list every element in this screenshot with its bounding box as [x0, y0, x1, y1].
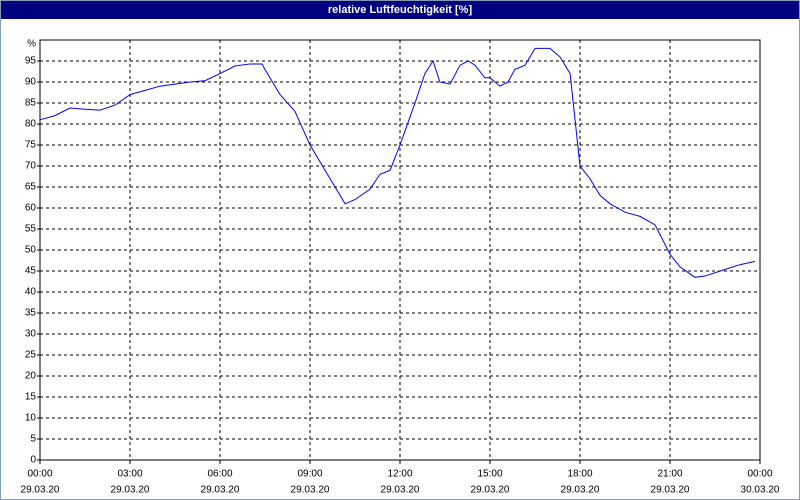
x-tick-label: 18:00 — [567, 469, 592, 480]
y-tick-label: 65 — [25, 182, 37, 193]
y-tick-label: 40 — [25, 287, 37, 298]
y-tick-label: 25 — [25, 350, 37, 361]
y-tick-label: 95 — [25, 56, 37, 67]
x-tick-date: 29.03.20 — [291, 485, 330, 496]
x-tick-label: 09:00 — [297, 469, 322, 480]
x-tick-label: 03:00 — [117, 469, 142, 480]
x-tick-label: 12:00 — [387, 469, 412, 480]
x-tick-date: 29.03.20 — [381, 485, 420, 496]
y-tick-label: 70 — [25, 161, 37, 172]
x-tick-label: 06:00 — [207, 469, 232, 480]
y-tick-label: 30 — [25, 329, 37, 340]
x-tick-date: 29.03.20 — [21, 485, 60, 496]
data-line — [39, 47, 756, 278]
x-tick-date: 29.03.20 — [201, 485, 240, 496]
y-tick-label: 80 — [25, 119, 37, 130]
x-tick-date: 29.03.20 — [471, 485, 510, 496]
y-tick-label: 5 — [30, 434, 36, 445]
x-tick-date: 30.03.20 — [741, 485, 780, 496]
x-tick-date: 29.03.20 — [651, 485, 690, 496]
y-axis-label: % — [27, 39, 36, 50]
y-tick-label: 45 — [25, 266, 37, 277]
title-bar: relative Luftfeuchtigkeit [%] — [1, 1, 799, 19]
plot-frame — [39, 39, 761, 461]
y-tick-label: 15 — [25, 392, 37, 403]
x-tick-date: 29.03.20 — [561, 485, 600, 496]
y-tick-label: 20 — [25, 371, 37, 382]
y-tick-label: 35 — [25, 308, 37, 319]
y-tick-label: 90 — [25, 77, 37, 88]
x-tick-label: 15:00 — [477, 469, 502, 480]
y-tick-label: 55 — [25, 224, 37, 235]
y-tick-label: 85 — [25, 98, 37, 109]
y-tick-label: 50 — [25, 245, 37, 256]
y-tick-label: 0 — [30, 455, 36, 466]
x-tick-date: 29.03.20 — [111, 485, 150, 496]
y-tick-label: 10 — [25, 413, 37, 424]
x-tick-label: 21:00 — [657, 469, 682, 480]
y-tick-label: 75 — [25, 140, 37, 151]
x-tick-label: 00:00 — [747, 469, 772, 480]
y-tick-label: 60 — [25, 203, 37, 214]
x-tick-label: 00:00 — [27, 469, 52, 480]
